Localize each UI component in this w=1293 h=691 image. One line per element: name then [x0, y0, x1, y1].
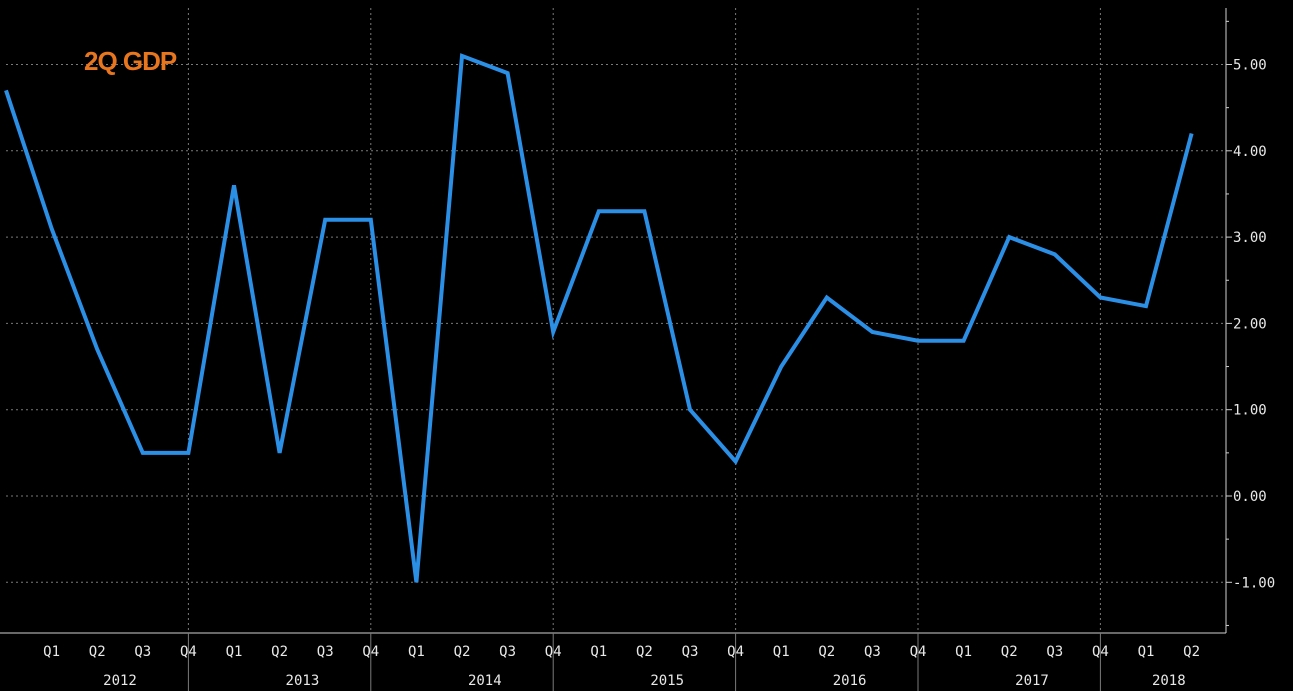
x-tick-label: Q2 — [271, 644, 288, 660]
x-tick-label: Q3 — [864, 644, 881, 660]
y-tick-label: 4.00 — [1233, 144, 1267, 160]
x-tick-label: Q1 — [43, 644, 60, 660]
x-tick-label: Q4 — [545, 644, 562, 660]
x-tick-label: Q2 — [636, 644, 653, 660]
x-tick-label: Q2 — [818, 644, 835, 660]
x-tick-label: Q4 — [910, 644, 927, 660]
year-label: 2018 — [1152, 673, 1186, 689]
year-label: 2012 — [103, 673, 137, 689]
x-tick-label: Q2 — [1001, 644, 1018, 660]
x-tick-label: Q3 — [134, 644, 151, 660]
x-tick-label: Q1 — [408, 644, 425, 660]
x-tick-label: Q2 — [454, 644, 471, 660]
y-tick-label: 5.00 — [1233, 58, 1267, 74]
x-tick-label: Q1 — [955, 644, 972, 660]
grid-layer — [6, 8, 1226, 633]
y-tick-label: -1.00 — [1233, 575, 1275, 591]
x-tick-label: Q3 — [682, 644, 699, 660]
x-tick-label: Q4 — [1092, 644, 1109, 660]
year-label: 2013 — [286, 673, 320, 689]
x-tick-label: Q2 — [1183, 644, 1200, 660]
chart-title: 2Q GDP — [84, 46, 177, 76]
x-tick-label: Q4 — [180, 644, 197, 660]
x-tick-label: Q3 — [499, 644, 516, 660]
year-label: 2016 — [833, 673, 867, 689]
x-tick-label: Q1 — [590, 644, 607, 660]
y-tick-label: 2.00 — [1233, 316, 1267, 332]
x-tick-label: Q2 — [89, 644, 106, 660]
year-label: 2014 — [468, 673, 502, 689]
x-tick-label: Q1 — [1138, 644, 1155, 660]
x-tick-label: Q4 — [362, 644, 379, 660]
year-label: 2015 — [650, 673, 684, 689]
series-layer — [4, 53, 1194, 583]
y-tick-label: 3.00 — [1233, 230, 1267, 246]
year-label: 2017 — [1015, 673, 1049, 689]
x-tick-label: Q1 — [226, 644, 243, 660]
y-tick-label: 0.00 — [1233, 489, 1267, 505]
x-tick-label: Q3 — [1046, 644, 1063, 660]
x-tick-label: Q3 — [317, 644, 334, 660]
axis-layer: -1.00 0.00 1.00 2.00 3.00 4.00 5.00 Q1 Q2 Q3 Q4 Q1 Q… — [0, 8, 1275, 691]
x-tick-label: Q1 — [773, 644, 790, 660]
y-tick-label: 1.00 — [1233, 403, 1267, 419]
x-tick-label: Q4 — [727, 644, 744, 660]
